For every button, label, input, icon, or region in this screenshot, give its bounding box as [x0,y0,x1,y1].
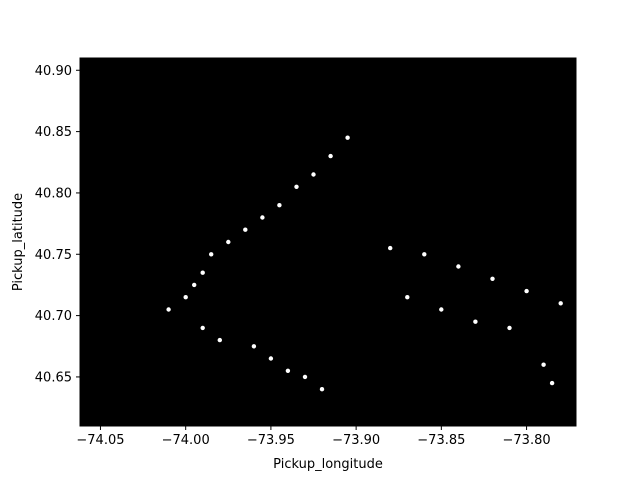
data-point [524,288,529,294]
data-point [285,368,291,373]
data-point [490,276,495,281]
data-point [456,264,461,269]
data-point [200,270,205,275]
data-point [192,282,197,288]
data-point [549,380,555,386]
x-tick-label: −74.00 [162,433,210,448]
data-point [439,307,444,312]
x-tick-label: −73.85 [417,433,465,448]
data-point [183,295,188,300]
x-axis-ticks: −74.05 −74.00 −73.95 −73.90 −73.85 −73.80 [76,426,551,448]
y-tick-label: 40.75 [35,248,72,263]
data-point [345,135,350,140]
x-tick-label: −73.90 [332,433,380,448]
data-point [302,374,308,380]
data-point [243,227,248,232]
data-point [311,172,316,177]
data-point [268,356,274,361]
data-point [558,301,563,306]
data-point [200,325,205,331]
data-point [541,362,546,367]
x-tick-label: −73.80 [503,433,551,448]
data-point [217,337,222,343]
data-point [328,153,333,159]
y-tick-label: 40.70 [35,309,72,324]
data-point [294,184,299,189]
data-point [226,239,231,245]
y-tick-label: 40.65 [35,370,72,385]
data-point [277,203,282,208]
data-point [166,307,171,312]
x-axis-label: Pickup_longitude [273,457,383,472]
y-tick-label: 40.90 [35,64,72,79]
y-tick-label: 40.85 [35,125,72,140]
data-point [388,245,393,251]
data-point [473,319,478,324]
data-points [166,135,563,392]
data-point [405,295,410,300]
plot-frame [79,57,577,427]
data-point [319,387,325,392]
plot-area [80,58,576,426]
data-point [422,252,427,257]
data-point [209,252,214,257]
y-axis-label: Pickup_latitude [11,193,26,291]
x-tick-label: −73.95 [247,433,295,448]
data-point [507,325,512,331]
y-tick-label: 40.80 [35,186,72,201]
y-axis-ticks: 40.65 40.70 40.75 40.80 40.85 40.90 [35,64,80,385]
data-point [251,344,257,349]
x-tick-label: −74.05 [76,433,124,448]
data-point [260,215,265,220]
